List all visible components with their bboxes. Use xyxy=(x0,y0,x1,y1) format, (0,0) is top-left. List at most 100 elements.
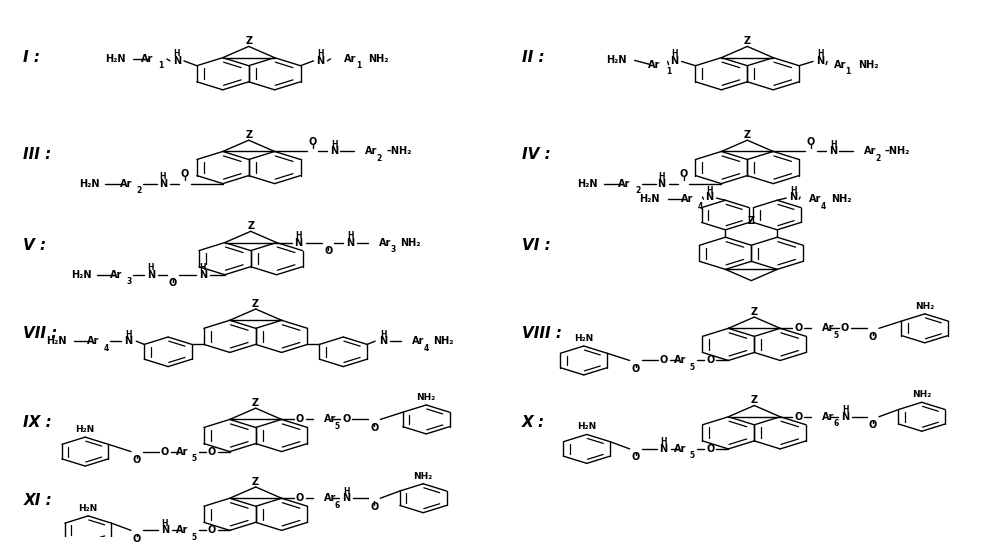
Text: O: O xyxy=(794,323,802,334)
Text: 1: 1 xyxy=(356,62,361,70)
Text: 4: 4 xyxy=(820,202,826,210)
Text: Z: Z xyxy=(252,299,259,308)
Text: N: N xyxy=(841,412,849,422)
Text: 5: 5 xyxy=(690,363,695,372)
Text: –NH₂: –NH₂ xyxy=(885,147,910,156)
Text: 1: 1 xyxy=(666,67,671,76)
Text: H: H xyxy=(790,186,796,195)
Text: H: H xyxy=(148,263,154,272)
Text: Ar: Ar xyxy=(141,54,153,64)
Text: N: N xyxy=(159,179,167,189)
Text: O: O xyxy=(295,493,304,503)
Text: 3: 3 xyxy=(126,277,132,286)
Text: O: O xyxy=(370,502,378,512)
Text: H: H xyxy=(295,231,302,240)
Text: –NH₂: –NH₂ xyxy=(386,147,412,156)
Text: Ar: Ar xyxy=(822,412,834,422)
Text: H₂N: H₂N xyxy=(71,270,91,280)
Text: Ar: Ar xyxy=(681,194,693,204)
Text: II :: II : xyxy=(522,50,545,65)
Text: H: H xyxy=(671,50,678,58)
Text: H: H xyxy=(174,49,180,58)
Text: H: H xyxy=(125,330,132,339)
Text: O: O xyxy=(706,355,715,366)
Text: NH₂: NH₂ xyxy=(368,54,389,64)
Text: H: H xyxy=(660,438,667,446)
Text: N: N xyxy=(161,525,169,535)
Text: VIII :: VIII : xyxy=(522,326,562,341)
Text: H₂N: H₂N xyxy=(106,54,126,64)
Text: 2: 2 xyxy=(136,186,142,195)
Text: Z: Z xyxy=(751,307,758,317)
Text: Z: Z xyxy=(245,130,252,140)
Text: NH₂: NH₂ xyxy=(912,390,931,399)
Text: N: N xyxy=(147,270,155,280)
Text: XI :: XI : xyxy=(23,493,52,508)
Text: O: O xyxy=(679,169,688,179)
Text: N: N xyxy=(829,147,837,156)
Text: 2: 2 xyxy=(875,154,881,163)
Text: 6: 6 xyxy=(833,419,839,428)
Text: O: O xyxy=(161,446,169,457)
Text: Ar: Ar xyxy=(365,147,378,156)
Text: VII :: VII : xyxy=(23,326,58,341)
Text: Ar: Ar xyxy=(412,336,424,346)
Text: Ar: Ar xyxy=(674,444,686,454)
Text: O: O xyxy=(370,423,378,433)
Text: V :: V : xyxy=(23,238,46,253)
Text: H: H xyxy=(706,186,713,195)
Text: Ar: Ar xyxy=(323,493,336,503)
Text: Ar: Ar xyxy=(110,270,122,280)
Text: H₂N: H₂N xyxy=(79,179,99,189)
Text: 4: 4 xyxy=(423,344,429,353)
Text: O: O xyxy=(841,323,849,334)
Text: H: H xyxy=(842,405,848,414)
Text: H: H xyxy=(331,140,338,149)
Text: Ar: Ar xyxy=(809,194,821,204)
Text: 6: 6 xyxy=(335,501,340,510)
Text: H: H xyxy=(347,231,354,240)
Text: N: N xyxy=(173,56,181,66)
Text: N: N xyxy=(199,270,207,280)
Text: Ar: Ar xyxy=(834,59,846,70)
Text: Ar: Ar xyxy=(176,446,188,457)
Text: O: O xyxy=(133,534,141,544)
Text: H: H xyxy=(343,487,350,496)
Text: N: N xyxy=(789,192,797,202)
Text: III :: III : xyxy=(23,147,52,162)
Text: 5: 5 xyxy=(833,331,839,340)
Text: 2: 2 xyxy=(377,154,382,163)
Text: N: N xyxy=(330,147,339,156)
Text: N: N xyxy=(705,192,713,202)
Text: H₂N: H₂N xyxy=(46,336,66,346)
Text: O: O xyxy=(632,452,640,463)
Text: X :: X : xyxy=(522,415,545,429)
Text: 1: 1 xyxy=(845,67,851,76)
Text: N: N xyxy=(816,57,824,66)
Text: Ar: Ar xyxy=(618,179,631,189)
Text: O: O xyxy=(324,246,333,256)
Text: N: N xyxy=(660,444,668,454)
Text: 5: 5 xyxy=(191,454,196,463)
Text: H: H xyxy=(380,330,386,339)
Text: 4: 4 xyxy=(698,202,703,210)
Text: N: N xyxy=(670,57,679,66)
Text: Z: Z xyxy=(751,395,758,405)
Text: NH₂: NH₂ xyxy=(915,302,934,311)
Text: H₂N: H₂N xyxy=(606,56,627,65)
Text: Ar: Ar xyxy=(674,355,686,366)
Text: I :: I : xyxy=(23,50,40,65)
Text: Ar: Ar xyxy=(864,147,876,156)
Text: H: H xyxy=(160,172,166,181)
Text: NH₂: NH₂ xyxy=(433,336,453,346)
Text: Ar: Ar xyxy=(344,54,357,64)
Text: N: N xyxy=(342,493,350,503)
Text: IX :: IX : xyxy=(23,415,52,429)
Text: Z: Z xyxy=(252,477,259,487)
Text: O: O xyxy=(794,412,802,422)
Text: 5: 5 xyxy=(690,451,695,461)
Text: N: N xyxy=(379,336,387,346)
Text: O: O xyxy=(342,414,351,425)
Text: Z: Z xyxy=(252,398,259,408)
Text: O: O xyxy=(308,137,317,147)
